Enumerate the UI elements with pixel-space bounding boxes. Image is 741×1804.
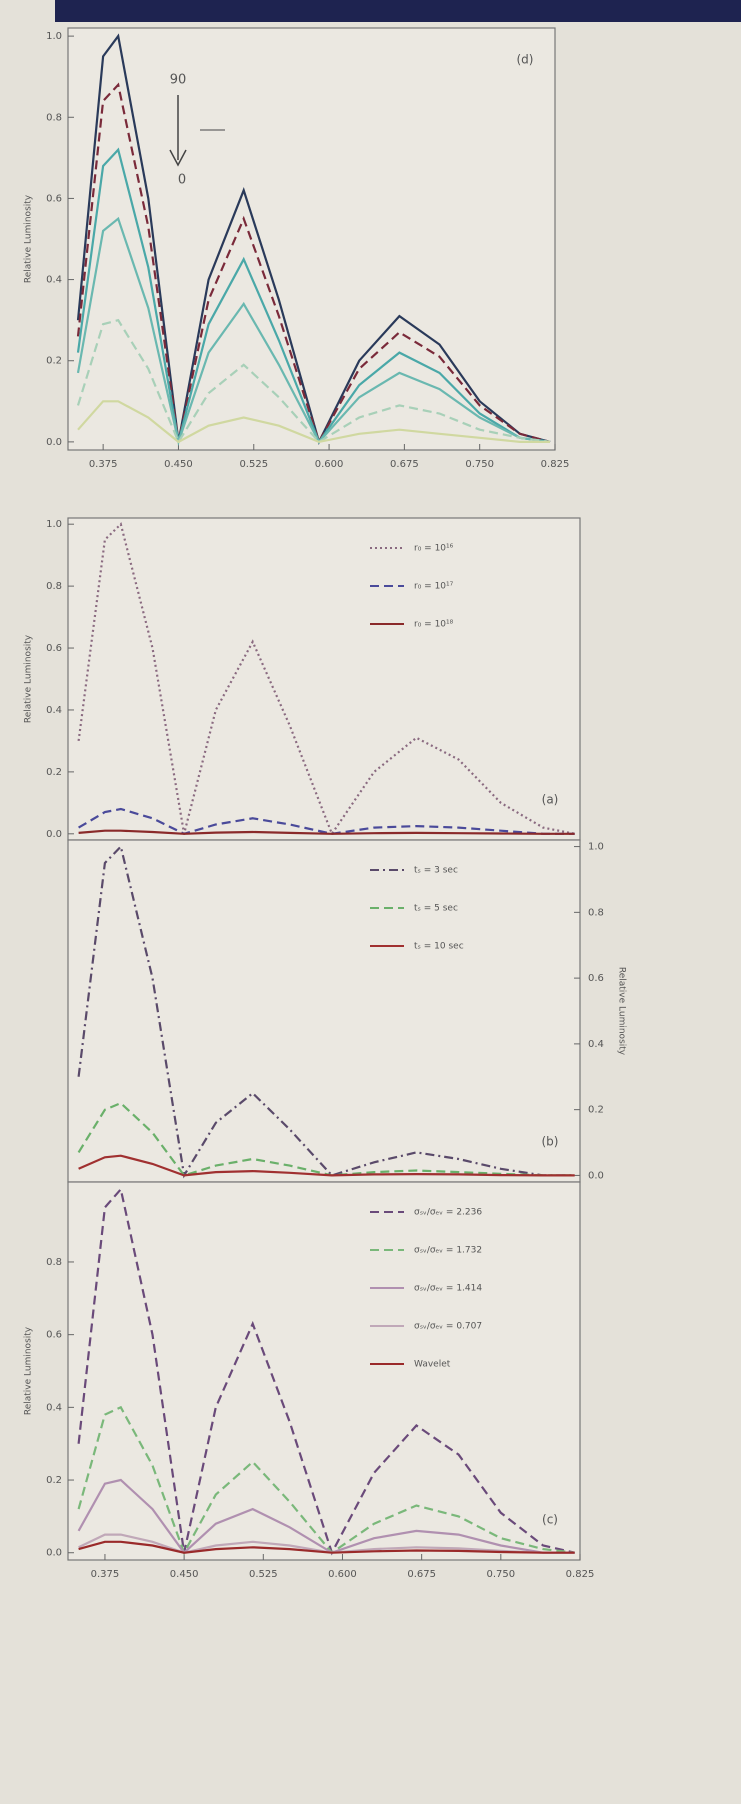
plot-frame bbox=[67, 517, 581, 841]
y-tick-label: 0.2 bbox=[46, 1475, 62, 1486]
series-line bbox=[76, 216, 551, 446]
y-axis-label: Relative Luminosity bbox=[24, 194, 34, 283]
legend-label: σₛᵥ/σₑᵥ = 0.707 bbox=[414, 1322, 482, 1332]
x-tick-label: 0.825 bbox=[566, 1569, 595, 1580]
x-tick-label: 0.375 bbox=[89, 459, 118, 470]
legend-label: r₀ = 10¹⁷ bbox=[414, 582, 454, 592]
series-line bbox=[78, 807, 575, 835]
y-tick-label: 0.2 bbox=[46, 767, 62, 778]
y-axis-label: Relative Luminosity bbox=[24, 1326, 34, 1415]
y-axis-label: Relative Luminosity bbox=[24, 634, 34, 723]
x-tick-label: 0.600 bbox=[315, 459, 344, 470]
y-tick-label: 0.6 bbox=[46, 1330, 62, 1341]
y-tick-label: 0.0 bbox=[588, 1170, 604, 1181]
legend-label: r₀ = 10¹⁸ bbox=[414, 620, 454, 630]
x-tick-label: 0.825 bbox=[541, 459, 570, 470]
x-tick-label: 0.450 bbox=[170, 1569, 199, 1580]
y-tick-label: 0.6 bbox=[46, 643, 62, 654]
series-line bbox=[77, 1186, 575, 1556]
x-tick-label: 0.750 bbox=[487, 1569, 516, 1580]
y-tick-label: 1.0 bbox=[46, 519, 62, 530]
arrow-head bbox=[169, 149, 187, 167]
panel-label: (d) bbox=[517, 53, 534, 67]
panel-label: (a) bbox=[542, 793, 559, 807]
annotation: 90 bbox=[170, 73, 187, 88]
x-tick-label: 0.750 bbox=[465, 459, 494, 470]
y-tick-label: 0.8 bbox=[46, 112, 62, 123]
y-tick-label: 0.0 bbox=[46, 1548, 62, 1559]
plot-frame bbox=[67, 1181, 581, 1561]
plot-frame bbox=[67, 27, 556, 451]
x-tick-label: 0.450 bbox=[164, 459, 193, 470]
y-tick-label: 1.0 bbox=[588, 842, 604, 853]
legend-label: σₛᵥ/σₑᵥ = 1.414 bbox=[414, 1284, 482, 1294]
x-tick-label: 0.525 bbox=[239, 459, 268, 470]
panel-label: (b) bbox=[542, 1135, 559, 1149]
y-tick-label: 0.8 bbox=[588, 907, 604, 918]
y-tick-label: 0.2 bbox=[588, 1105, 604, 1116]
x-tick-label: 0.675 bbox=[407, 1569, 436, 1580]
series-line bbox=[77, 400, 550, 444]
y-tick-label: 0.8 bbox=[46, 581, 62, 592]
y-axis-label: Relative Luminosity bbox=[617, 967, 627, 1056]
y-tick-label: 0.8 bbox=[46, 1257, 62, 1268]
y-tick-label: 0.0 bbox=[46, 437, 62, 448]
series-line bbox=[77, 844, 575, 1179]
legend-label: σₛᵥ/σₑᵥ = 2.236 bbox=[414, 1208, 482, 1218]
x-tick-label: 0.675 bbox=[390, 459, 419, 470]
x-tick-label: 0.525 bbox=[249, 1569, 278, 1580]
y-tick-label: 0.2 bbox=[46, 356, 62, 367]
y-tick-label: 0.6 bbox=[588, 973, 604, 984]
y-tick-label: 0.4 bbox=[46, 275, 62, 286]
legend-label: tₛ = 3 sec bbox=[414, 866, 458, 876]
legend-label: r₀ = 10¹⁶ bbox=[414, 544, 454, 554]
y-tick-label: 0.6 bbox=[46, 193, 62, 204]
y-tick-label: 1.0 bbox=[46, 31, 62, 42]
legend-label: σₛᵥ/σₑᵥ = 1.732 bbox=[414, 1246, 482, 1256]
header-band bbox=[55, 0, 741, 22]
x-tick-label: 0.375 bbox=[91, 1569, 120, 1580]
series-line bbox=[76, 82, 551, 445]
series-line bbox=[76, 33, 551, 445]
series-line bbox=[77, 1101, 575, 1177]
series-line bbox=[78, 1533, 575, 1554]
y-tick-label: 0.4 bbox=[46, 1402, 62, 1413]
series-line bbox=[78, 1154, 575, 1177]
y-tick-label: 0.4 bbox=[46, 705, 62, 716]
series-line bbox=[78, 829, 575, 835]
series-line bbox=[77, 522, 575, 837]
annotation: 0 bbox=[178, 173, 186, 188]
x-tick-label: 0.600 bbox=[328, 1569, 357, 1580]
series-line bbox=[77, 1478, 575, 1555]
panel-label: (c) bbox=[542, 1513, 558, 1527]
legend-label: tₛ = 10 sec bbox=[414, 942, 464, 952]
legend-label: Wavelet bbox=[414, 1360, 451, 1370]
y-tick-label: 0.4 bbox=[588, 1039, 604, 1050]
series-line bbox=[76, 147, 551, 445]
y-tick-label: 0.0 bbox=[46, 829, 62, 840]
legend-label: tₛ = 5 sec bbox=[414, 904, 458, 914]
series-line bbox=[76, 318, 551, 445]
series-line bbox=[78, 1540, 575, 1554]
panels: 0.0 0.2 0.4 0.6 0.8 1.0 0.375 0.450 0.525 0.600 0.… bbox=[24, 27, 627, 1580]
plot-frame bbox=[67, 839, 581, 1183]
